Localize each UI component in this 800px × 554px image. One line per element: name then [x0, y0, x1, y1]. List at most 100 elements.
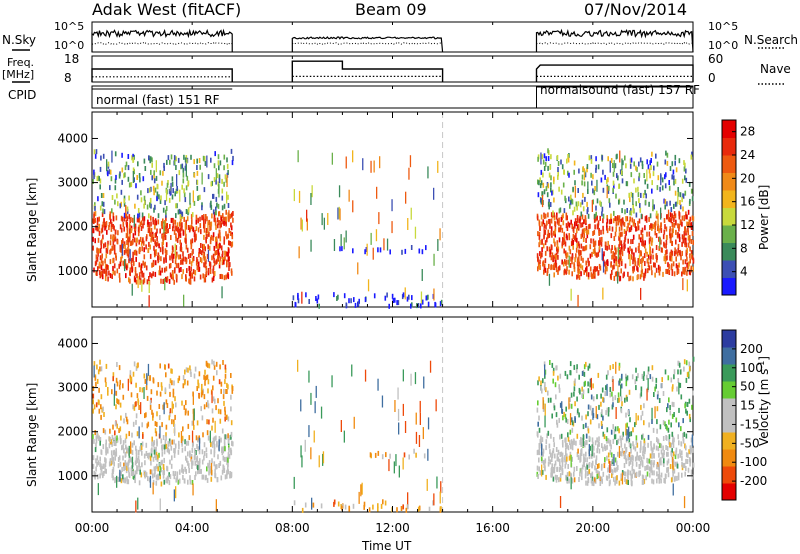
velocity-echo-cell [598, 436, 600, 442]
power-echo-cell [606, 218, 609, 224]
velocity-echo-cell [164, 439, 167, 445]
velocity-echo-cell [216, 477, 219, 482]
power-echo-cell [595, 216, 597, 222]
power-echo-cell [208, 231, 210, 237]
velocity-echo-cell [224, 364, 227, 370]
power-scatter-cell [414, 226, 417, 239]
velocity-echo-cell [193, 373, 196, 379]
power-scatter-cell [587, 181, 589, 194]
velocity-echo-cell [543, 385, 546, 391]
power-echo-cell [192, 227, 195, 233]
velocity-echo-cell [162, 435, 165, 440]
power-echo-cell [96, 220, 99, 226]
power-echo-cell [99, 166, 102, 172]
power-echo-cell [661, 177, 664, 183]
velocity-echo-cell [152, 479, 155, 485]
velocity-echo-cell [141, 462, 143, 468]
power-echo-cell [119, 203, 122, 209]
power-echo-cell [608, 185, 610, 191]
power-echo-cell [193, 159, 195, 165]
velocity-echo-cell [222, 446, 225, 452]
power-echo-cell [215, 236, 218, 242]
power-echo-cell [640, 229, 643, 235]
velocity-echo-cell [132, 421, 135, 427]
velocity-echo-cell [369, 452, 372, 458]
power-echo-cell [556, 218, 559, 224]
power-echo-cell [354, 302, 357, 308]
power-echo-cell [186, 175, 189, 181]
power-scatter-cell [124, 259, 126, 272]
velocity-echo-cell [293, 500, 296, 506]
power-echo-cell [611, 226, 614, 232]
power-echo-cell [618, 232, 621, 238]
power-echo-cell [146, 279, 149, 285]
velocity-echo-cell [116, 423, 118, 429]
power-echo-cell [592, 188, 594, 194]
velocity-scatter-cell [591, 444, 593, 457]
velocity-echo-cell [131, 471, 133, 476]
freq-unit-label: [MHz] [2, 68, 34, 81]
power-echo-cell [665, 243, 667, 249]
power-echo-cell [625, 163, 627, 169]
power-echo-cell [661, 185, 664, 191]
power-echo-cell [177, 209, 180, 215]
power-echo-cell [201, 205, 203, 211]
power-scatter-cell [646, 169, 648, 182]
power-scatter-cell [621, 158, 623, 171]
velocity-scatter-cell [570, 454, 572, 467]
velocity-echo-cell [581, 371, 584, 376]
velocity-echo-cell [569, 472, 572, 478]
power-scatter-cell [433, 253, 435, 266]
power-echo-cell [151, 157, 153, 163]
power-echo-cell [638, 242, 640, 248]
velocity-echo-cell [649, 460, 652, 466]
velocity-echo-cell [545, 474, 547, 480]
velocity-echo-cell [684, 471, 686, 477]
velocity-echo-cell [640, 440, 642, 446]
power-echo-cell [181, 274, 183, 280]
velocity-echo-cell [150, 389, 153, 395]
velocity-echo-cell [382, 499, 384, 505]
power-echo-cell [165, 209, 167, 215]
velocity-echo-cell [567, 445, 570, 451]
power-echo-cell [632, 239, 634, 244]
power-echo-cell [210, 221, 213, 227]
velocity-echo-cell [564, 437, 566, 443]
power-echo-cell [548, 219, 550, 224]
power-echo-cell [692, 266, 694, 272]
power-echo-cell [593, 217, 596, 223]
velocity-echo-cell [634, 379, 637, 385]
velocity-echo-cell [130, 376, 133, 382]
power-ytick-label: 3000 [57, 176, 88, 190]
velocity-echo-cell [627, 470, 630, 476]
velocity-echo-cell [162, 473, 165, 479]
velocity-echo-cell [102, 444, 105, 450]
power-echo-cell [633, 252, 635, 258]
power-echo-cell [339, 246, 341, 252]
power-echo-cell [578, 243, 580, 249]
power-echo-cell [642, 256, 644, 262]
power-echo-cell [601, 211, 603, 217]
power-echo-cell [143, 240, 145, 246]
velocity-echo-cell [170, 445, 173, 451]
power-echo-cell [117, 230, 119, 236]
power-echo-cell [675, 263, 678, 269]
power-echo-cell [587, 257, 589, 263]
power-echo-cell [651, 223, 653, 229]
velocity-echo-cell [569, 370, 572, 376]
power-echo-cell [558, 221, 560, 227]
velocity-echo-cell [656, 437, 658, 443]
velocity-echo-cell [678, 362, 681, 368]
power-echo-cell [587, 224, 590, 230]
power-echo-cell [586, 271, 588, 277]
velocity-echo-cell [155, 480, 158, 486]
velocity-echo-cell [566, 374, 569, 380]
power-echo-cell [609, 202, 611, 208]
velocity-echo-cell [111, 459, 114, 465]
power-echo-cell [662, 234, 665, 240]
velocity-scatter-cell [119, 469, 121, 482]
power-echo-cell [604, 245, 607, 251]
velocity-echo-cell [112, 437, 115, 443]
power-echo-cell [582, 206, 585, 212]
power-echo-cell [127, 165, 130, 171]
